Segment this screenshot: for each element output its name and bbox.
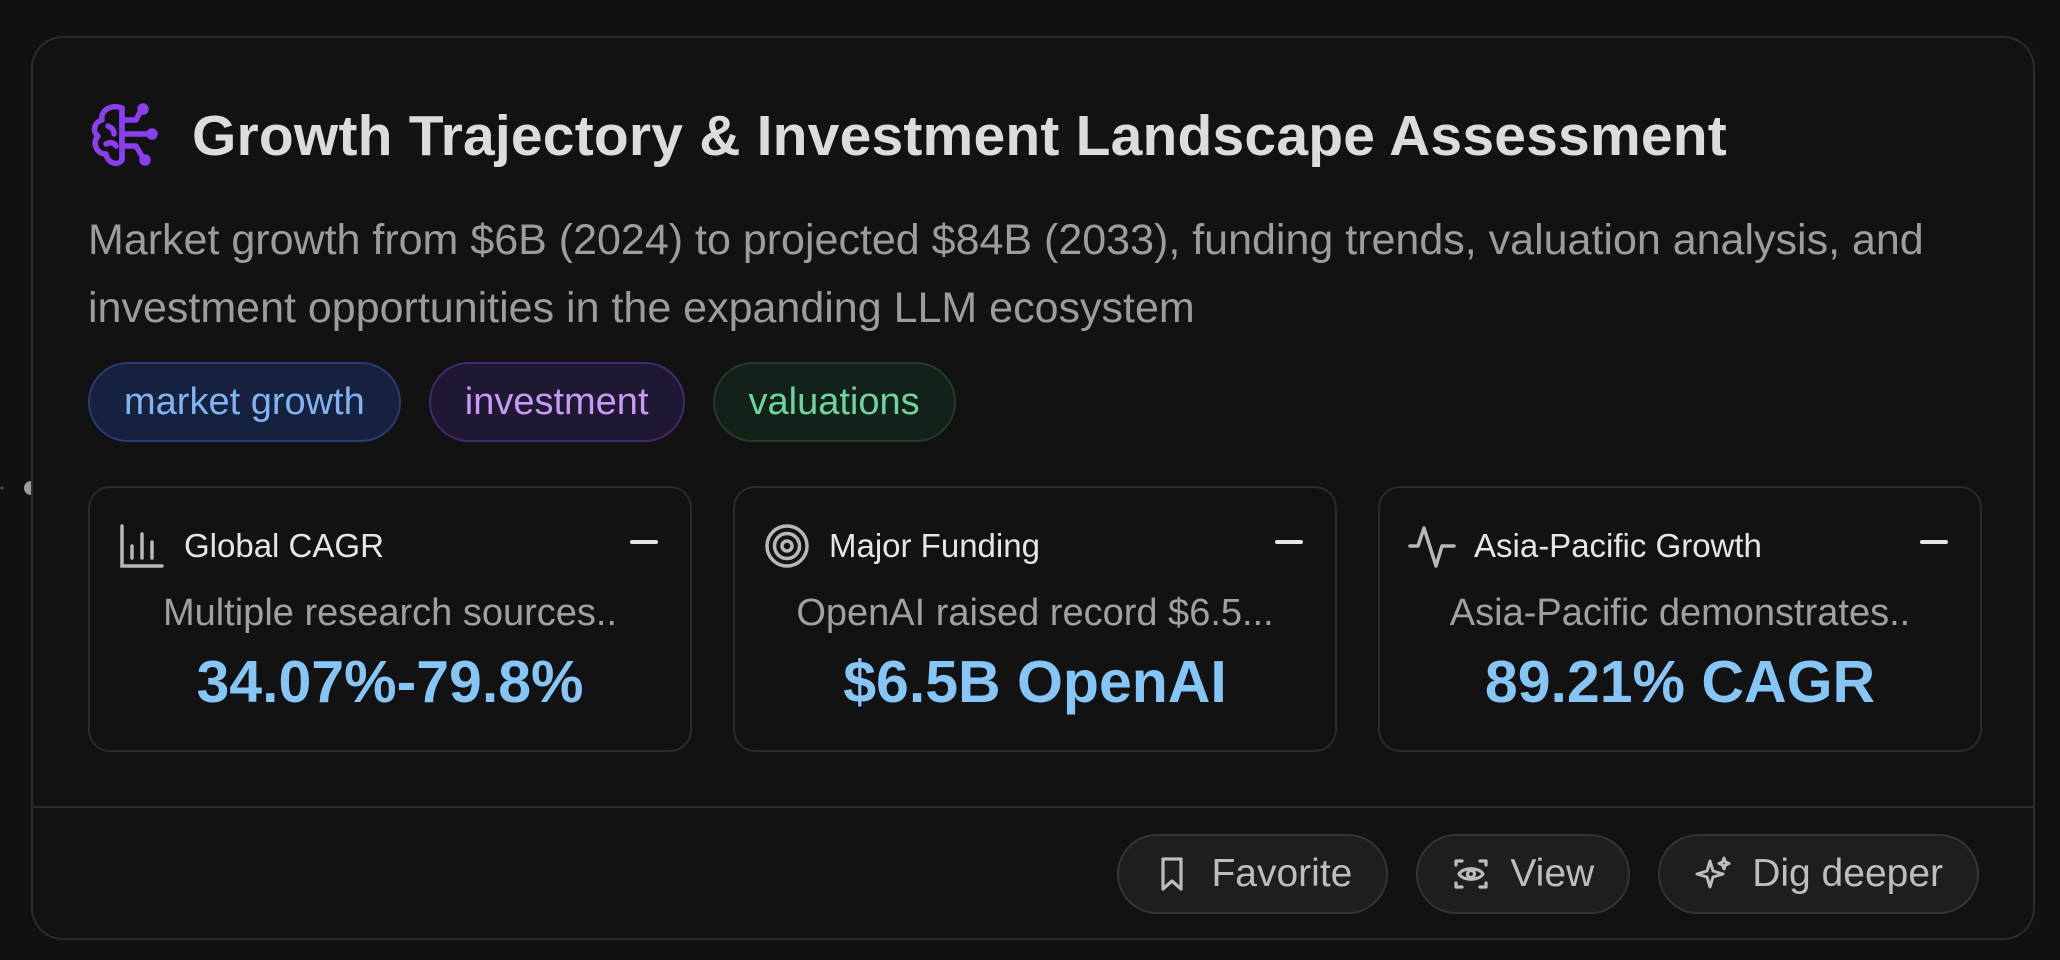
insight-card: Growth Trajectory & Investment Landscape… <box>31 36 2035 940</box>
bookmark-icon <box>1161 857 1184 891</box>
metric-header: Asia-Pacific Growth <box>1408 522 1762 570</box>
card-description: Market growth from $6B (2024) to project… <box>88 216 1924 332</box>
dig-deeper-button[interactable]: Dig deeper <box>1658 834 1979 914</box>
tag-investment[interactable]: investment <box>428 362 685 442</box>
brain-icon <box>91 103 158 167</box>
metric-card-asia-pacific-growth[interactable]: Asia-Pacific Growth Asia-Pacific demonst… <box>1378 486 1982 752</box>
view-label: View <box>1510 852 1595 895</box>
metric-label: Global CAGR <box>184 527 384 564</box>
footer-divider <box>33 806 2033 808</box>
favorite-button[interactable]: Favorite <box>1117 834 1389 914</box>
collapse-icon[interactable] <box>630 540 658 544</box>
metric-header: Major Funding <box>763 522 1040 570</box>
tag-list: market growth investment valuations <box>88 362 956 442</box>
metric-description: OpenAI raised record $6.5... <box>796 592 1274 634</box>
card-header: Growth Trajectory & Investment Landscape… <box>88 100 1727 172</box>
metric-label: Asia-Pacific Growth <box>1474 527 1762 564</box>
metric-value: 34.07%-79.8% <box>196 649 584 715</box>
bar-chart-icon <box>120 524 164 568</box>
card-actions: Favorite View Dig deeper <box>1117 834 1979 914</box>
target-icon <box>765 524 809 568</box>
metric-card-major-funding[interactable]: Major Funding OpenAI raised record $6.5.… <box>733 486 1337 752</box>
tag-market-growth[interactable]: market growth <box>88 362 401 442</box>
tag-valuations[interactable]: valuations <box>712 362 956 442</box>
metric-value: $6.5B OpenAI <box>843 649 1227 715</box>
collapse-icon[interactable] <box>1275 540 1303 544</box>
metric-description: Asia-Pacific demonstrates.. <box>1449 592 1911 634</box>
sparkles-icon <box>1695 856 1731 889</box>
favorite-label: Favorite <box>1211 852 1353 895</box>
activity-icon <box>1408 526 1456 568</box>
metric-header: Global CAGR <box>118 522 384 570</box>
metric-value: 89.21% CAGR <box>1484 649 1876 715</box>
metric-description: Multiple research sources.. <box>162 592 618 634</box>
dig-deeper-label: Dig deeper <box>1752 852 1943 895</box>
view-button[interactable]: View <box>1416 834 1631 914</box>
eye-icon <box>1454 859 1488 889</box>
metric-label: Major Funding <box>829 527 1040 564</box>
collapse-icon[interactable] <box>1920 540 1948 544</box>
metric-card-global-cagr[interactable]: Global CAGR Multiple research sources.. … <box>88 486 692 752</box>
card-title: Growth Trajectory & Investment Landscape… <box>192 104 1727 168</box>
